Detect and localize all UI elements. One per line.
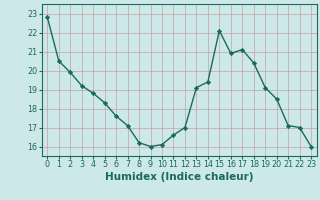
X-axis label: Humidex (Indice chaleur): Humidex (Indice chaleur) <box>105 172 253 182</box>
